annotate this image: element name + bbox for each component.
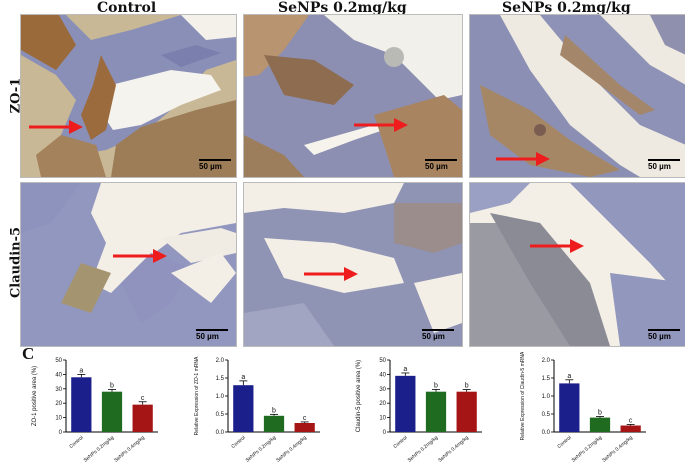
bar-2: [101, 391, 123, 432]
bar-1: [395, 375, 416, 432]
y-tick-label: 10: [379, 416, 386, 422]
micrograph-zo1-senps-high: 50 µm: [469, 14, 685, 178]
y-tick-label: 50: [379, 358, 386, 364]
y-tick-label: 10: [55, 416, 62, 422]
y-tick-label: 20: [379, 401, 386, 407]
significance-letter: a: [567, 373, 571, 380]
y-tick-label: 1.0: [216, 394, 225, 400]
category-label: SeNPs 0.4mg/kg: [113, 435, 146, 464]
significance-letter: b: [598, 410, 602, 417]
micrograph-claudin5-control: 50 µm: [20, 182, 237, 347]
arrow-icon: [530, 239, 584, 253]
arrow-icon: [354, 118, 408, 132]
panel-letter-c: C: [22, 344, 35, 363]
scale-bar: 50 µm: [199, 159, 231, 171]
significance-letter: b: [434, 383, 438, 390]
scale-bar-label: 50 µm: [199, 162, 222, 171]
y-axis-label: Relative Expression of ZO-1 mRNA: [194, 356, 200, 435]
y-tick-label: 30: [379, 387, 386, 393]
significance-letter: a: [403, 366, 407, 373]
chart-claudin5-area: Claudin-5 positive area (%) 0 10 20 30 40 50 a C…: [352, 352, 502, 476]
micrograph-zo1-senps-low: 50 µm: [243, 14, 463, 178]
y-tick-label: 0.0: [542, 430, 551, 436]
y-tick-label: 40: [55, 372, 62, 378]
category-label: Control: [392, 435, 408, 450]
scale-bar-label: 50 µm: [196, 332, 219, 341]
y-tick-label: 0.5: [542, 412, 551, 418]
y-tick-label: 0.5: [216, 412, 225, 418]
bar-1: [71, 377, 92, 432]
y-tick-label: 20: [55, 401, 62, 407]
scale-bar-label: 50 µm: [422, 332, 445, 341]
arrow-icon: [29, 120, 83, 134]
significance-letter: b: [465, 383, 469, 390]
scale-bar: 50 µm: [648, 329, 680, 341]
category-label: SeNPs 0.2mg/kg: [571, 435, 604, 464]
scale-bar: 50 µm: [422, 329, 454, 341]
category-label: SeNPs 0.4mg/kg: [275, 435, 308, 464]
y-tick-label: 2.0: [216, 358, 225, 364]
chart-claudin5-mrna: Relative Expression of Claudin-5 mRNA 0.0…: [516, 351, 666, 476]
column-title-control: Control: [97, 0, 157, 16]
significance-letter: b: [272, 407, 276, 414]
column-title-senps-low: SeNPs 0.2mg/kg: [278, 0, 407, 16]
significance-letter: a: [79, 367, 83, 374]
bar-1: [559, 383, 580, 432]
chart-zo1-mrna: Relative Expression of ZO-1 mRNA 0.0 0.5 1.…: [190, 352, 340, 476]
category-label: SeNPs 0.2mg/kg: [407, 435, 440, 464]
micrograph-zo1-control: 50 µm: [20, 14, 237, 178]
y-tick-label: 1.0: [542, 394, 551, 400]
bar-3: [294, 423, 315, 432]
y-tick-label: 50: [55, 358, 62, 364]
category-label: SeNPs 0.4mg/kg: [437, 435, 470, 464]
bar-2: [425, 391, 447, 432]
chart-zo1-area: ZO-1 positive area (%) 0 10 20 30 40 50 a Contro…: [28, 352, 178, 476]
bar-3: [456, 391, 477, 432]
y-tick-label: 30: [55, 387, 62, 393]
category-label: Control: [556, 435, 572, 450]
y-tick-label: 1.5: [542, 376, 551, 382]
micrograph-claudin5-senps-high: 50 µm: [469, 182, 685, 347]
category-label: Control: [68, 435, 84, 450]
significance-letter: b: [110, 383, 114, 390]
bar-3: [620, 425, 641, 432]
significance-letter: c: [629, 417, 633, 424]
column-title-senps-high: SeNPs 0.2mg/kg: [502, 0, 631, 16]
y-axis-label: Relative Expression of Claudin-5 mRNA: [520, 352, 526, 440]
bar-1: [233, 385, 254, 432]
scale-bar-label: 50 µm: [648, 332, 671, 341]
significance-letter: c: [141, 395, 145, 402]
arrow-icon: [496, 152, 550, 166]
y-axis-label: ZO-1 positive area (%): [32, 366, 38, 426]
bar-3: [132, 404, 153, 432]
y-tick-label: 40: [379, 372, 386, 378]
scale-bar: 50 µm: [425, 159, 457, 171]
bar-2: [263, 415, 285, 432]
scale-bar: 50 µm: [648, 159, 680, 171]
scale-bar: 50 µm: [196, 329, 228, 341]
scale-bar-label: 50 µm: [648, 162, 671, 171]
category-label: Control: [230, 435, 246, 450]
y-tick-label: 0: [59, 430, 63, 436]
micrograph-claudin5-senps-low: 50 µm: [243, 182, 463, 347]
category-label: SeNPs 0.2mg/kg: [83, 435, 116, 464]
bar-2: [589, 417, 611, 432]
significance-letter: a: [241, 374, 245, 381]
y-axis-label: Claudin-5 positive area (%): [356, 360, 362, 432]
arrow-icon: [113, 249, 167, 263]
significance-letter: c: [303, 415, 307, 422]
scale-bar-label: 50 µm: [425, 162, 448, 171]
y-tick-label: 2.0: [542, 358, 551, 364]
category-label: SeNPs 0.2mg/kg: [245, 435, 278, 464]
y-tick-label: 0.0: [216, 430, 225, 436]
arrow-icon: [304, 267, 358, 281]
category-label: SeNPs 0.4mg/kg: [601, 435, 634, 464]
y-tick-label: 0: [383, 430, 387, 436]
y-tick-label: 1.5: [216, 376, 225, 382]
